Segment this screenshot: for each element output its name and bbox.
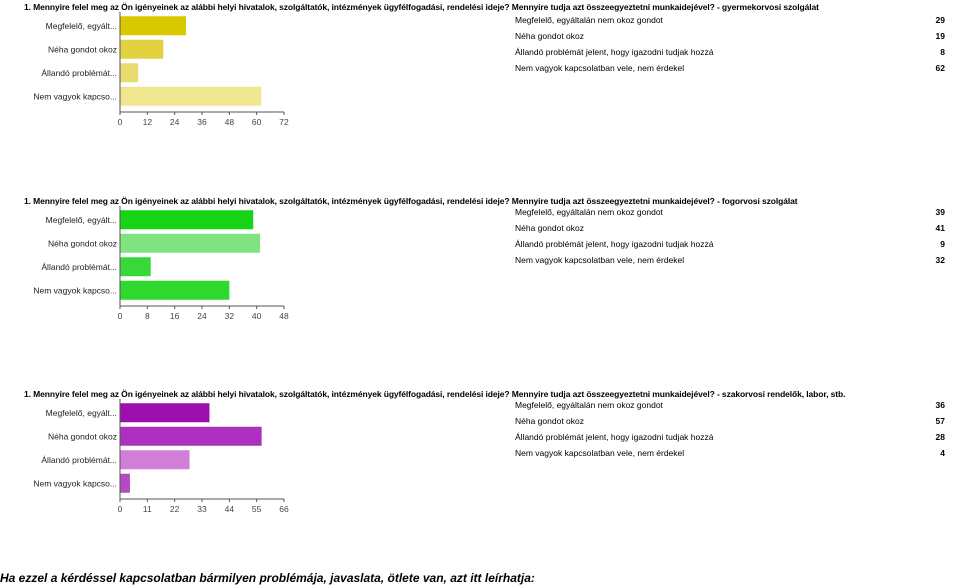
legend-table: Megfelelő, egyáltalán nem okoz gondot 36 N… — [515, 400, 945, 464]
x-tick-label: 16 — [170, 311, 180, 321]
x-tick-label: 11 — [143, 504, 152, 514]
category-label: Megfelelő, egyált... — [46, 408, 117, 418]
category-label: Néha gondot okoz — [48, 431, 117, 441]
legend-count: 28 — [935, 432, 945, 442]
category-label: Nem vagyok kapcso... — [33, 285, 117, 295]
x-tick-label: 66 — [279, 504, 289, 514]
x-tick-label: 0 — [118, 311, 123, 321]
bar-chart: Megfelelő, egyált... Néha gondot okoz Álla… — [33, 12, 289, 127]
bar — [120, 426, 262, 446]
legend-row: Néha gondot okoz 57 — [515, 416, 945, 432]
chart-section-gyermekorvos: 1. Mennyire felel meg az Ön igényeinek a… — [0, 2, 960, 137]
x-tick-label: 32 — [225, 311, 235, 321]
bar — [120, 16, 187, 36]
category-label: Néha gondot okoz — [48, 44, 117, 54]
category-label: Állandó problémát... — [41, 455, 117, 465]
x-tick-label: 48 — [279, 311, 289, 321]
legend-table: Megfelelő, egyáltalán nem okoz gondot 39 N… — [515, 207, 945, 271]
legend-count: 36 — [935, 400, 945, 410]
bar — [120, 403, 210, 423]
legend-row: Nem vagyok kapcsolatban vele, nem érdeke… — [515, 255, 945, 271]
legend-count: 32 — [935, 255, 945, 265]
legend-table: Megfelelő, egyáltalán nem okoz gondot 29 N… — [515, 15, 945, 79]
legend-label: Megfelelő, egyáltalán nem okoz gondot — [515, 400, 663, 410]
legend-count: 41 — [935, 223, 945, 233]
footer-prompt: Ha ezzel a kérdéssel kapcsolatban bármil… — [0, 571, 535, 585]
legend-row: Néha gondot okoz 19 — [515, 31, 945, 47]
category-label: Állandó problémát... — [41, 68, 117, 78]
bar-chart: Megfelelő, egyált... Néha gondot okoz Álla… — [33, 399, 289, 514]
x-tick-label: 24 — [170, 117, 180, 127]
legend-count: 57 — [935, 416, 945, 426]
legend-label: Nem vagyok kapcsolatban vele, nem érdeke… — [515, 448, 685, 458]
legend-label: Néha gondot okoz — [515, 416, 584, 426]
x-tick-label: 44 — [225, 504, 235, 514]
legend-label: Néha gondot okoz — [515, 31, 584, 41]
x-tick-label: 55 — [252, 504, 262, 514]
legend-row: Állandó problémát jelent, hogy igazodni … — [515, 432, 945, 448]
bar-chart: Megfelelő, egyált... Néha gondot okoz Álla… — [33, 206, 289, 321]
legend-count: 62 — [935, 63, 945, 73]
legend-row: Állandó problémát jelent, hogy igazodni … — [515, 47, 945, 63]
x-tick-label: 72 — [279, 117, 289, 127]
chart-title: 1. Mennyire felel meg az Ön igényeinek a… — [24, 389, 846, 399]
legend-count: 29 — [935, 15, 945, 25]
bar — [120, 39, 164, 59]
x-tick-label: 8 — [145, 311, 150, 321]
bar — [120, 473, 130, 493]
x-tick-label: 36 — [197, 117, 207, 127]
legend-count: 39 — [935, 207, 945, 217]
bar — [120, 86, 262, 106]
bar — [120, 210, 254, 230]
legend-label: Néha gondot okoz — [515, 223, 584, 233]
category-label: Néha gondot okoz — [48, 238, 117, 248]
bar — [120, 450, 190, 470]
x-tick-label: 24 — [197, 311, 207, 321]
chart-section-szakorvos: 1. Mennyire felel meg az Ön igényeinek a… — [0, 389, 960, 524]
legend-label: Nem vagyok kapcsolatban vele, nem érdeke… — [515, 63, 685, 73]
legend-count: 4 — [940, 448, 945, 458]
legend-row: Megfelelő, egyáltalán nem okoz gondot 29 — [515, 15, 945, 31]
chart-title: 1. Mennyire felel meg az Ön igényeinek a… — [24, 2, 819, 12]
legend-label: Állandó problémát jelent, hogy igazodni … — [515, 239, 714, 249]
legend-row: Állandó problémát jelent, hogy igazodni … — [515, 239, 945, 255]
legend-label: Megfelelő, egyáltalán nem okoz gondot — [515, 207, 663, 217]
category-label: Állandó problémát... — [41, 262, 117, 272]
bar — [120, 280, 230, 300]
legend-label: Állandó problémát jelent, hogy igazodni … — [515, 47, 714, 57]
chart-title: 1. Mennyire felel meg az Ön igényeinek a… — [24, 196, 798, 206]
legend-row: Nem vagyok kapcsolatban vele, nem érdeke… — [515, 448, 945, 464]
bar — [120, 63, 139, 83]
bar — [120, 257, 151, 277]
x-tick-label: 60 — [252, 117, 262, 127]
category-label: Megfelelő, egyált... — [46, 215, 117, 225]
x-tick-label: 22 — [170, 504, 180, 514]
x-tick-label: 48 — [225, 117, 235, 127]
legend-count: 8 — [940, 47, 945, 57]
legend-label: Állandó problémát jelent, hogy igazodni … — [515, 432, 714, 442]
legend-row: Néha gondot okoz 41 — [515, 223, 945, 239]
legend-row: Megfelelő, egyáltalán nem okoz gondot 39 — [515, 207, 945, 223]
legend-count: 9 — [940, 239, 945, 249]
legend-count: 19 — [935, 31, 945, 41]
category-label: Megfelelő, egyált... — [46, 21, 117, 31]
x-tick-label: 0 — [118, 117, 123, 127]
legend-row: Megfelelő, egyáltalán nem okoz gondot 36 — [515, 400, 945, 416]
category-label: Nem vagyok kapcso... — [33, 478, 117, 488]
legend-label: Megfelelő, egyáltalán nem okoz gondot — [515, 15, 663, 25]
chart-section-fogorvos: 1. Mennyire felel meg az Ön igényeinek a… — [0, 196, 960, 331]
x-tick-label: 0 — [118, 504, 123, 514]
x-tick-label: 12 — [143, 117, 153, 127]
legend-label: Nem vagyok kapcsolatban vele, nem érdeke… — [515, 255, 685, 265]
x-tick-label: 40 — [252, 311, 262, 321]
x-tick-label: 33 — [197, 504, 207, 514]
category-label: Nem vagyok kapcso... — [33, 91, 117, 101]
bar — [120, 233, 261, 253]
legend-row: Nem vagyok kapcsolatban vele, nem érdeke… — [515, 63, 945, 79]
